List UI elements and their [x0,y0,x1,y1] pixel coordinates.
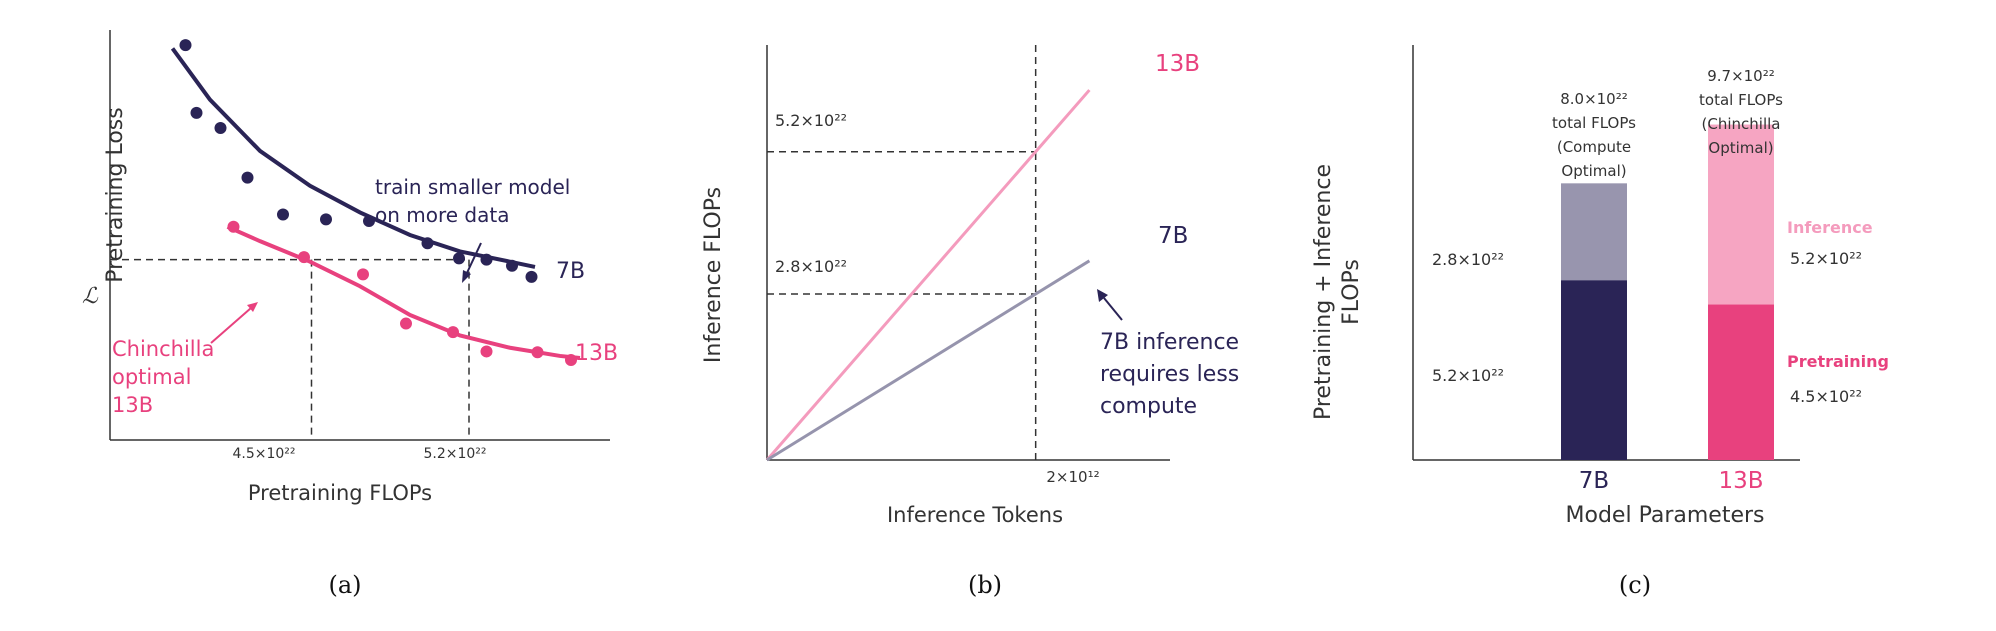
a-series-label-7b: 7B [556,259,585,284]
a-xtick-1: 5.2×10²² [423,446,486,462]
c-total-7b-line2: total FLOPs [1552,114,1636,132]
c-total-13b-line1: 9.7×10²² [1707,67,1775,85]
a-arrowhead-7b [462,270,471,283]
b-annot-line1: 7B inference [1100,330,1239,355]
a-point-13b-6 [531,346,544,359]
a-annot-7b-line2: on more data [375,203,509,227]
a-point-7b-3 [241,171,254,184]
c-xtick-7b: 7B [1579,468,1609,494]
c-xlabel: Model Parameters [1566,503,1765,528]
c-label-13b-pretraining: 4.5×10²² [1790,387,1862,406]
a-point-13b-5 [480,345,493,358]
b-series-label-7b: 7B [1158,223,1188,249]
panel-c: Pretraining + Inference FLOPs 2.8×10²² 5… [1311,45,1889,599]
b-caption: (b) [968,571,1002,599]
c-total-13b-line3: (Chinchilla [1702,115,1781,133]
a-point-13b-1 [298,251,310,264]
a-ref-y-label: ℒ [82,284,99,309]
b-xtick: 2×10¹² [1046,468,1099,486]
a-point-13b-2 [357,268,369,281]
a-ylabel: Pretraining Loss [103,107,128,282]
a-point-7b-2 [214,121,227,134]
c-xtick-13b: 13B [1718,468,1763,494]
a-point-7b-6 [363,215,375,228]
a-annot-chin-line2: optimal [112,365,191,389]
c-total-7b-line1: 8.0×10²² [1560,90,1628,108]
a-point-7b-7 [421,237,434,250]
b-line-7b [766,259,1091,462]
c-total-13b-line4: Optimal) [1708,139,1773,157]
a-caption: (a) [328,571,361,599]
c-total-7b-line4: Optimal) [1561,162,1626,180]
c-legend-inference: Inference [1787,218,1873,237]
c-legend-pretraining: Pretraining [1787,352,1889,371]
c-bar-13b-inference [1708,124,1774,305]
b-ref-label-1: 2.8×10²² [775,257,847,276]
a-points [179,39,577,367]
b-arrowhead [1097,289,1108,302]
c-caption: (c) [1619,571,1651,599]
a-annot-chin-line1: Chinchilla [112,337,214,361]
a-point-7b-4 [277,208,289,221]
a-fit-7b [170,47,536,269]
a-point-7b-8 [453,252,465,265]
a-point-13b-3 [400,317,412,330]
a-reference-lines [110,258,470,440]
b-ylabel: Inference FLOPs [701,187,726,363]
panel-b: 5.2×10²² 2.8×10²² 2×10¹² Inference Token… [701,45,1239,599]
c-ylabel-line1: Pretraining + Inference [1311,164,1336,420]
a-point-7b-5 [320,213,332,226]
c-label-7b-inference: 2.8×10²² [1432,250,1504,269]
c-label-7b-pretraining: 5.2×10²² [1432,366,1504,385]
a-arrow-7b [465,242,482,276]
b-annot-line2: requires less [1100,362,1239,387]
b-ref-label-0: 5.2×10²² [775,111,847,130]
panel-a: Pretraining Loss Pretraining FLOPs ℒ 4.5… [82,30,618,599]
b-annot-line3: compute [1100,394,1197,419]
a-xtick-0: 4.5×10²² [232,446,295,462]
c-total-13b-line2: total FLOPs [1699,91,1783,109]
a-point-7b-9 [480,253,493,266]
b-series-label-13b: 13B [1155,51,1200,77]
a-arrowhead-chin [247,302,258,312]
a-arrow-chin [210,307,252,344]
c-bar-7b-pretraining [1561,280,1627,460]
a-point-13b-7 [565,354,577,367]
a-series-label-13b: 13B [575,341,618,366]
a-point-13b-4 [447,326,459,339]
c-ylabel-line2: FLOPs [1339,259,1364,325]
b-arrow [1103,297,1123,321]
c-bar-7b-inference [1561,183,1627,281]
a-point-7b-11 [525,270,538,283]
a-point-7b-1 [190,106,203,119]
a-annot-7b-line1: train smaller model [375,175,570,199]
a-point-7b-0 [179,39,192,52]
a-fit-13b [226,224,581,360]
c-label-13b-inference: 5.2×10²² [1790,249,1862,268]
b-xlabel: Inference Tokens [887,503,1063,527]
b-line-13b [765,89,1091,461]
a-xlabel: Pretraining FLOPs [248,481,432,505]
a-point-7b-10 [506,259,518,272]
a-annot-chin-line3: 13B [112,393,153,417]
c-bar-13b-pretraining [1708,304,1774,460]
a-point-13b-0 [227,220,240,233]
b-reference-lines [767,45,1037,460]
c-total-7b-line3: (Compute [1557,138,1631,156]
